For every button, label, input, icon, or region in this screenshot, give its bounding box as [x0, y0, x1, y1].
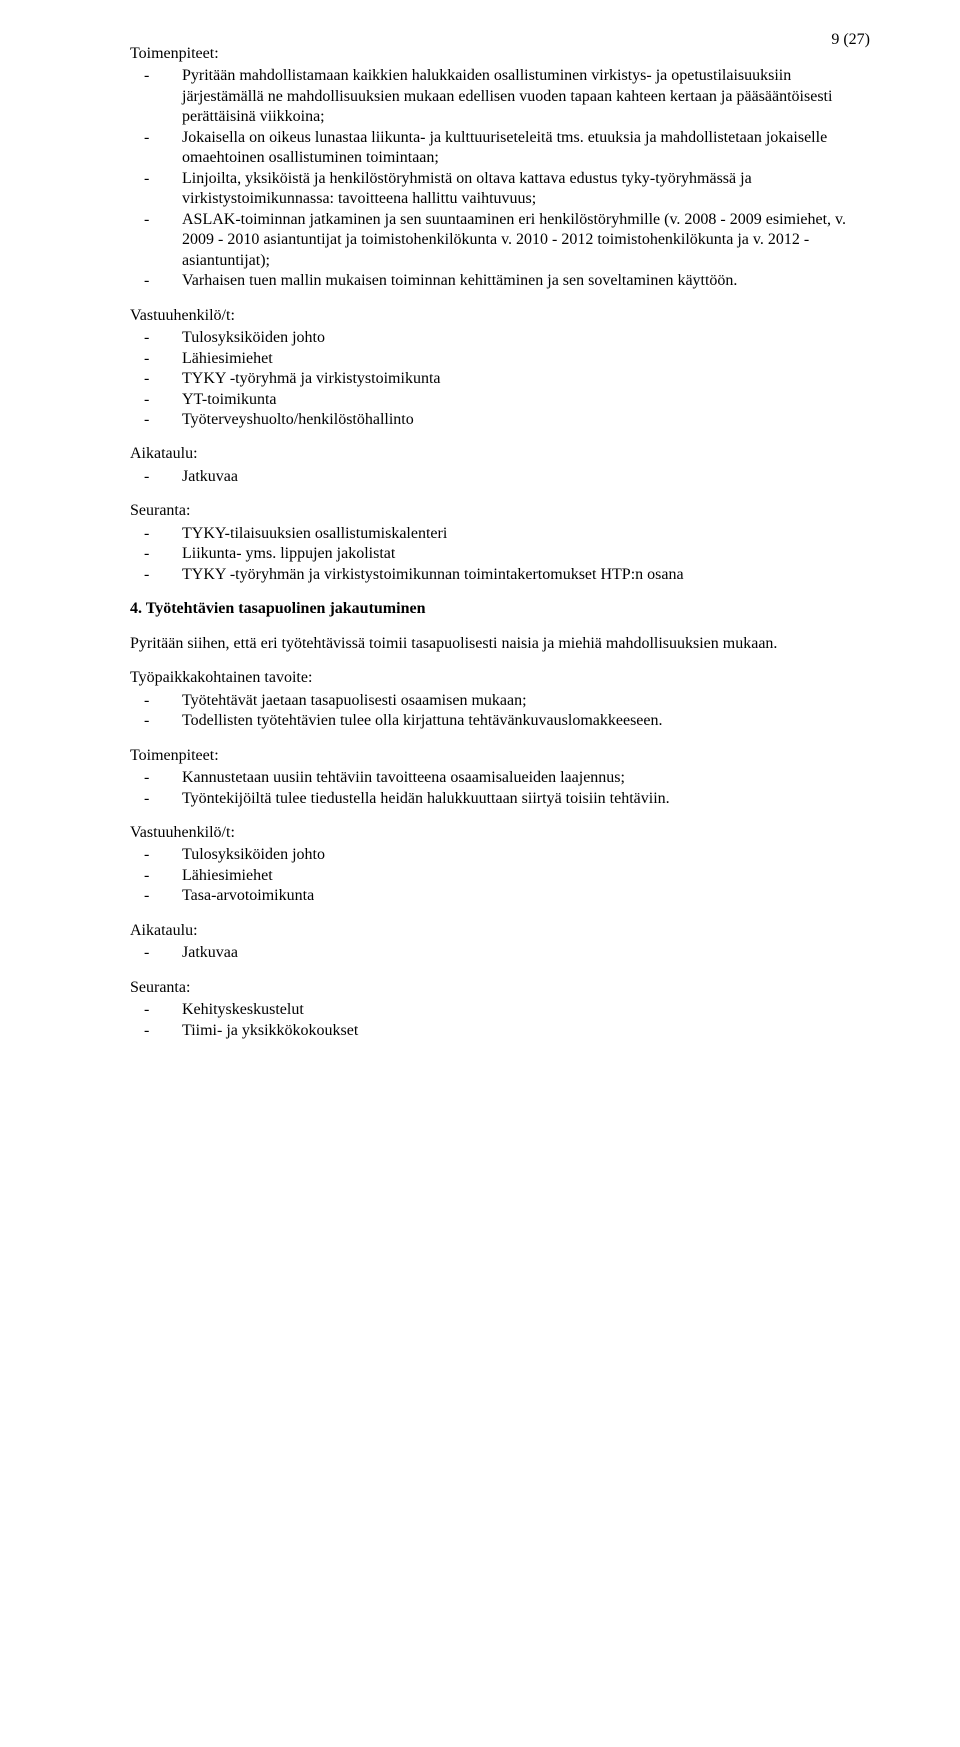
- dash-icon: -: [130, 943, 182, 963]
- body-paragraph: Pyritään siihen, että eri työtehtävissä …: [130, 634, 870, 654]
- dash-icon: -: [130, 410, 182, 430]
- list-text: TYKY -työryhmän ja virkistystoimikunnan …: [182, 565, 870, 585]
- list-text: Pyritään mahdollistamaan kaikkien halukk…: [182, 66, 870, 127]
- list-text: Todellisten työtehtävien tulee olla kirj…: [182, 711, 870, 731]
- list-item: -ASLAK-toiminnan jatkaminen ja sen suunt…: [130, 210, 870, 271]
- document-page: 9 (27) Toimenpiteet: -Pyritään mahdollis…: [0, 0, 960, 1747]
- list-item: -Tulosyksiköiden johto: [130, 328, 870, 348]
- section-label-vastuuhenkilo-1: Vastuuhenkilö/t:: [130, 306, 870, 326]
- dash-icon: -: [130, 789, 182, 809]
- section-label-aikataulu-2: Aikataulu:: [130, 921, 870, 941]
- dash-icon: -: [130, 768, 182, 788]
- section-label-seuranta-2: Seuranta:: [130, 978, 870, 998]
- list-text: Jokaisella on oikeus lunastaa liikunta- …: [182, 128, 870, 169]
- dash-icon: -: [130, 524, 182, 544]
- section-label-toimenpiteet-2: Toimenpiteet:: [130, 746, 870, 766]
- list-item: -Työterveyshuolto/henkilöstöhallinto: [130, 410, 870, 430]
- list-text: Linjoilta, yksiköistä ja henkilöstöryhmi…: [182, 169, 870, 210]
- list-item: -Kehityskeskustelut: [130, 1000, 870, 1020]
- list-item: -Linjoilta, yksiköistä ja henkilöstöryhm…: [130, 169, 870, 210]
- list-text: Varhaisen tuen mallin mukaisen toiminnan…: [182, 271, 870, 291]
- list-item: -Lähiesimiehet: [130, 866, 870, 886]
- section-label-vastuuhenkilo-2: Vastuuhenkilö/t:: [130, 823, 870, 843]
- dash-icon: -: [130, 565, 182, 585]
- dash-icon: -: [130, 1000, 182, 1020]
- dash-icon: -: [130, 845, 182, 865]
- dash-icon: -: [130, 711, 182, 731]
- list-item: -Liikunta- yms. lippujen jakolistat: [130, 544, 870, 564]
- section-label-seuranta-1: Seuranta:: [130, 501, 870, 521]
- list-item: -TYKY -työryhmän ja virkistystoimikunnan…: [130, 565, 870, 585]
- dash-icon: -: [130, 691, 182, 711]
- list-text: Tasa-arvotoimikunta: [182, 886, 870, 906]
- list-item: -Varhaisen tuen mallin mukaisen toiminna…: [130, 271, 870, 291]
- dash-icon: -: [130, 271, 182, 291]
- list-text: Kehityskeskustelut: [182, 1000, 870, 1020]
- dash-icon: -: [130, 866, 182, 886]
- list-text: Tulosyksiköiden johto: [182, 328, 870, 348]
- dash-icon: -: [130, 328, 182, 348]
- list-text: Työtehtävät jaetaan tasapuolisesti osaam…: [182, 691, 870, 711]
- page-number: 9 (27): [831, 30, 870, 50]
- list-text: Työntekijöiltä tulee tiedustella heidän …: [182, 789, 870, 809]
- list-text: ASLAK-toiminnan jatkaminen ja sen suunta…: [182, 210, 870, 271]
- list-item: -Jatkuvaa: [130, 943, 870, 963]
- list-item: -Työtehtävät jaetaan tasapuolisesti osaa…: [130, 691, 870, 711]
- list-text: Tiimi- ja yksikkökokoukset: [182, 1021, 870, 1041]
- list-tyopaikkakohtainen: -Työtehtävät jaetaan tasapuolisesti osaa…: [130, 691, 870, 732]
- list-item: -Todellisten työtehtävien tulee olla kir…: [130, 711, 870, 731]
- list-vastuuhenkilo-2: -Tulosyksiköiden johto -Lähiesimiehet -T…: [130, 845, 870, 906]
- list-item: -Tiimi- ja yksikkökokoukset: [130, 1021, 870, 1041]
- dash-icon: -: [130, 128, 182, 148]
- dash-icon: -: [130, 886, 182, 906]
- section-label-aikataulu-1: Aikataulu:: [130, 444, 870, 464]
- list-item: -Kannustetaan uusiin tehtäviin tavoittee…: [130, 768, 870, 788]
- list-item: -Pyritään mahdollistamaan kaikkien haluk…: [130, 66, 870, 127]
- dash-icon: -: [130, 1021, 182, 1041]
- dash-icon: -: [130, 369, 182, 389]
- dash-icon: -: [130, 390, 182, 410]
- list-vastuuhenkilo-1: -Tulosyksiköiden johto -Lähiesimiehet -T…: [130, 328, 870, 430]
- list-text: TYKY-tilaisuuksien osallistumiskalenteri: [182, 524, 870, 544]
- list-item: -TYKY -työryhmä ja virkistystoimikunta: [130, 369, 870, 389]
- list-item: -Jokaisella on oikeus lunastaa liikunta-…: [130, 128, 870, 169]
- list-text: Jatkuvaa: [182, 467, 870, 487]
- dash-icon: -: [130, 210, 182, 230]
- dash-icon: -: [130, 169, 182, 189]
- list-item: -TYKY-tilaisuuksien osallistumiskalenter…: [130, 524, 870, 544]
- list-text: YT-toimikunta: [182, 390, 870, 410]
- list-seuranta-2: -Kehityskeskustelut -Tiimi- ja yksikköko…: [130, 1000, 870, 1041]
- list-aikataulu-2: -Jatkuvaa: [130, 943, 870, 963]
- section-heading-4: 4. Työtehtävien tasapuolinen jakautumine…: [130, 599, 870, 619]
- list-item: -Tulosyksiköiden johto: [130, 845, 870, 865]
- list-item: -Lähiesimiehet: [130, 349, 870, 369]
- list-item: -Tasa-arvotoimikunta: [130, 886, 870, 906]
- list-text: Lähiesimiehet: [182, 866, 870, 886]
- dash-icon: -: [130, 467, 182, 487]
- list-text: Lähiesimiehet: [182, 349, 870, 369]
- list-text: Kannustetaan uusiin tehtäviin tavoitteen…: [182, 768, 870, 788]
- section-label-tyopaikkakohtainen: Työpaikkakohtainen tavoite:: [130, 668, 870, 688]
- list-item: -YT-toimikunta: [130, 390, 870, 410]
- list-seuranta-1: -TYKY-tilaisuuksien osallistumiskalenter…: [130, 524, 870, 585]
- list-item: -Jatkuvaa: [130, 467, 870, 487]
- list-text: Työterveyshuolto/henkilöstöhallinto: [182, 410, 870, 430]
- list-item: -Työntekijöiltä tulee tiedustella heidän…: [130, 789, 870, 809]
- dash-icon: -: [130, 66, 182, 86]
- dash-icon: -: [130, 349, 182, 369]
- list-text: Jatkuvaa: [182, 943, 870, 963]
- list-toimenpiteet-1: -Pyritään mahdollistamaan kaikkien haluk…: [130, 66, 870, 291]
- list-aikataulu-1: -Jatkuvaa: [130, 467, 870, 487]
- list-text: TYKY -työryhmä ja virkistystoimikunta: [182, 369, 870, 389]
- list-text: Tulosyksiköiden johto: [182, 845, 870, 865]
- list-toimenpiteet-2: -Kannustetaan uusiin tehtäviin tavoittee…: [130, 768, 870, 809]
- section-label-toimenpiteet-1: Toimenpiteet:: [130, 44, 870, 64]
- list-text: Liikunta- yms. lippujen jakolistat: [182, 544, 870, 564]
- dash-icon: -: [130, 544, 182, 564]
